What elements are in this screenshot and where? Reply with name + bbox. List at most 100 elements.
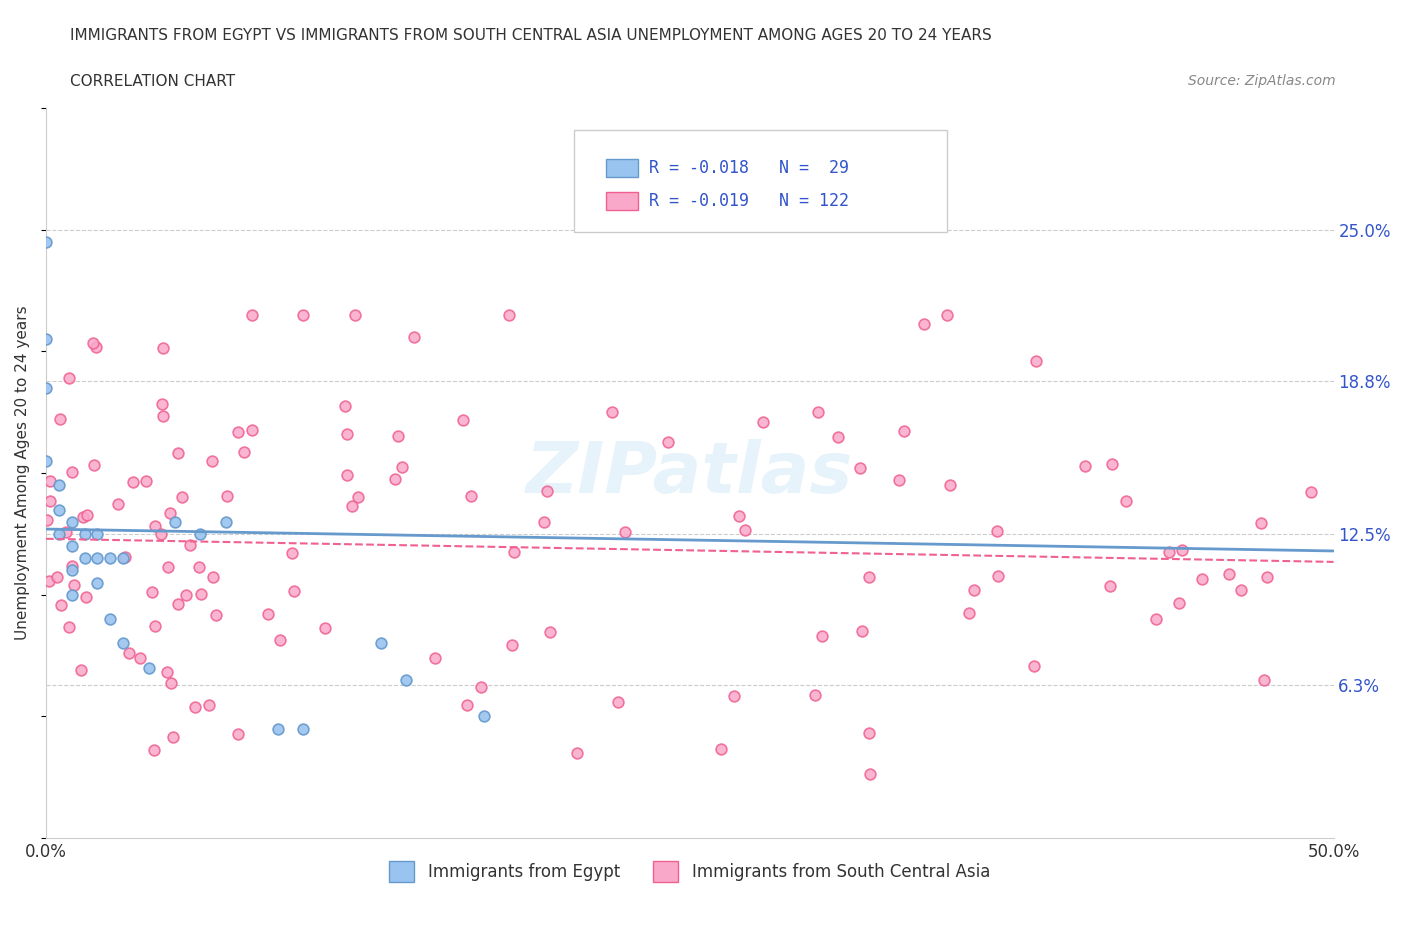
Point — [60, 538, 83, 553]
Point — [35, 234, 58, 249]
Point — [86, 339, 108, 354]
Point — [456, 698, 478, 713]
Point — [215, 489, 238, 504]
Point — [160, 675, 183, 690]
Point — [533, 514, 555, 529]
Point — [1218, 566, 1240, 581]
Point — [150, 527, 173, 542]
Point — [752, 415, 775, 430]
Point — [451, 412, 474, 427]
Point — [72, 510, 94, 525]
Point — [807, 405, 830, 419]
Point — [849, 461, 872, 476]
Point — [159, 506, 181, 521]
Point — [167, 445, 190, 460]
Point — [172, 489, 194, 504]
Text: R = -0.018   N =  29: R = -0.018 N = 29 — [648, 159, 849, 178]
Point — [107, 497, 129, 512]
Point — [60, 563, 83, 578]
Point — [226, 424, 249, 439]
Point — [152, 409, 174, 424]
Point — [342, 499, 364, 514]
Point — [48, 478, 70, 493]
Point — [292, 308, 315, 323]
Text: IMMIGRANTS FROM EGYPT VS IMMIGRANTS FROM SOUTH CENTRAL ASIA UNEMPLOYMENT AMONG A: IMMIGRANTS FROM EGYPT VS IMMIGRANTS FROM… — [70, 28, 993, 43]
Point — [1022, 658, 1045, 673]
Point — [336, 427, 359, 442]
Point — [1299, 485, 1322, 499]
Point — [58, 371, 80, 386]
Point — [38, 473, 60, 488]
Point — [55, 525, 77, 539]
Point — [118, 646, 141, 661]
Point — [179, 538, 201, 552]
Point — [613, 525, 636, 539]
Point — [138, 660, 160, 675]
Bar — [606, 159, 638, 178]
Point — [1144, 611, 1167, 626]
Point — [347, 490, 370, 505]
Point — [82, 336, 104, 351]
Point — [188, 559, 211, 574]
Point — [49, 411, 72, 426]
Point — [157, 560, 180, 575]
Point — [565, 745, 588, 760]
Point — [1025, 353, 1047, 368]
Point — [98, 612, 121, 627]
Point — [810, 629, 832, 644]
Point — [174, 587, 197, 602]
Point — [281, 545, 304, 560]
Point — [83, 458, 105, 472]
Point — [606, 695, 628, 710]
Point — [1230, 582, 1253, 597]
Legend: Immigrants from Egypt, Immigrants from South Central Asia: Immigrants from Egypt, Immigrants from S… — [382, 855, 997, 888]
Point — [1168, 595, 1191, 610]
Point — [75, 590, 97, 604]
Point — [62, 578, 84, 592]
Point — [226, 726, 249, 741]
Point — [889, 472, 911, 487]
Point — [728, 509, 751, 524]
Point — [162, 729, 184, 744]
Point — [859, 766, 882, 781]
Point — [240, 308, 263, 323]
Point — [1256, 570, 1278, 585]
Point — [202, 569, 225, 584]
Point — [35, 454, 58, 469]
Point — [1250, 515, 1272, 530]
Point — [215, 514, 238, 529]
Point — [391, 460, 413, 475]
Point — [1253, 673, 1275, 688]
Point — [60, 465, 83, 480]
Point — [163, 514, 186, 529]
Point — [538, 625, 561, 640]
Point — [184, 699, 207, 714]
Point — [60, 514, 83, 529]
Point — [48, 502, 70, 517]
Point — [723, 689, 745, 704]
Text: R = -0.019   N = 122: R = -0.019 N = 122 — [648, 193, 849, 210]
Point — [657, 435, 679, 450]
Point — [242, 423, 264, 438]
Point — [86, 526, 108, 541]
Point — [1191, 571, 1213, 586]
Text: CORRELATION CHART: CORRELATION CHART — [70, 74, 235, 89]
Point — [60, 559, 83, 574]
Point — [267, 721, 290, 736]
Point — [893, 423, 915, 438]
Point — [37, 512, 59, 527]
Point — [135, 474, 157, 489]
Point — [38, 494, 60, 509]
Point — [470, 680, 492, 695]
Point — [283, 583, 305, 598]
Point — [395, 672, 418, 687]
Point — [112, 551, 135, 565]
Point — [858, 725, 880, 740]
Point — [1115, 494, 1137, 509]
Point — [190, 526, 212, 541]
Point — [98, 551, 121, 565]
Point — [269, 632, 291, 647]
Y-axis label: Unemployment Among Ages 20 to 24 years: Unemployment Among Ages 20 to 24 years — [15, 306, 30, 641]
Point — [86, 575, 108, 590]
Point — [501, 638, 523, 653]
